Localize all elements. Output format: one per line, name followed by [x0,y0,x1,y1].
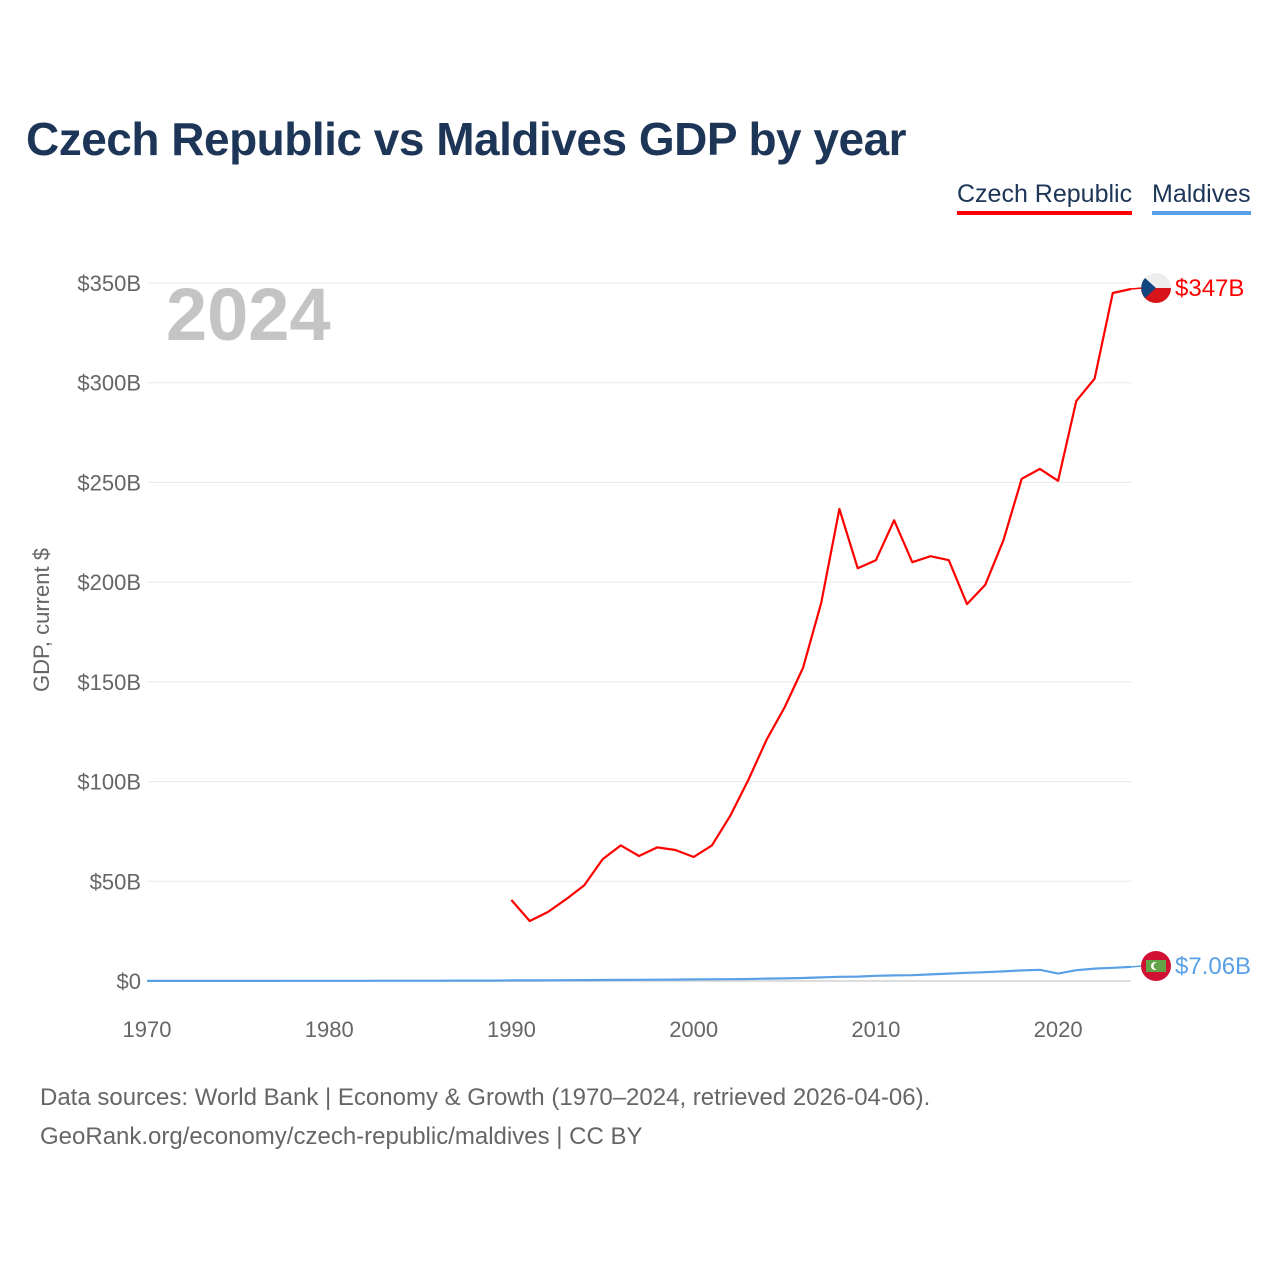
leader-line [1130,287,1143,290]
x-tick-label: 2010 [851,1017,900,1042]
y-tick-label: $0 [117,969,141,994]
legend-czech-republic[interactable]: Czech Republic [957,180,1133,215]
end-value-label: $7.06B [1175,953,1251,980]
footer-sources: Data sources: World Bank | Economy & Gro… [40,1084,931,1111]
year-label: 2024 [166,273,331,356]
x-tick-label: 2000 [669,1017,718,1042]
series-line-czech-republic [510,287,1132,923]
x-tick-label: 1970 [123,1017,172,1042]
y-tick-label: $150B [77,670,141,695]
end-value-label: $347B [1175,275,1244,302]
y-tick-label: $300B [77,371,141,396]
series-line-maldives [147,965,1132,983]
legend-maldives[interactable]: Maldives [1152,180,1251,215]
leader-line [1130,965,1143,968]
footer-link[interactable]: GeoRank.org/economy/czech-republic/maldi… [40,1123,643,1150]
x-tick-label: 1980 [305,1017,354,1042]
x-tick-label: 1990 [487,1017,536,1042]
y-tick-label: $200B [77,570,141,595]
y-tick-label: $100B [77,770,141,795]
x-tick-label: 2020 [1034,1017,1083,1042]
y-tick-label: $350B [77,271,141,296]
y-tick-label: $50B [90,869,141,894]
y-tick-label: $250B [77,470,141,495]
czech-flag-icon [1141,278,1156,298]
chart-title: Czech Republic vs Maldives GDP by year [26,113,907,165]
maldives-flag-icon [1153,962,1161,970]
